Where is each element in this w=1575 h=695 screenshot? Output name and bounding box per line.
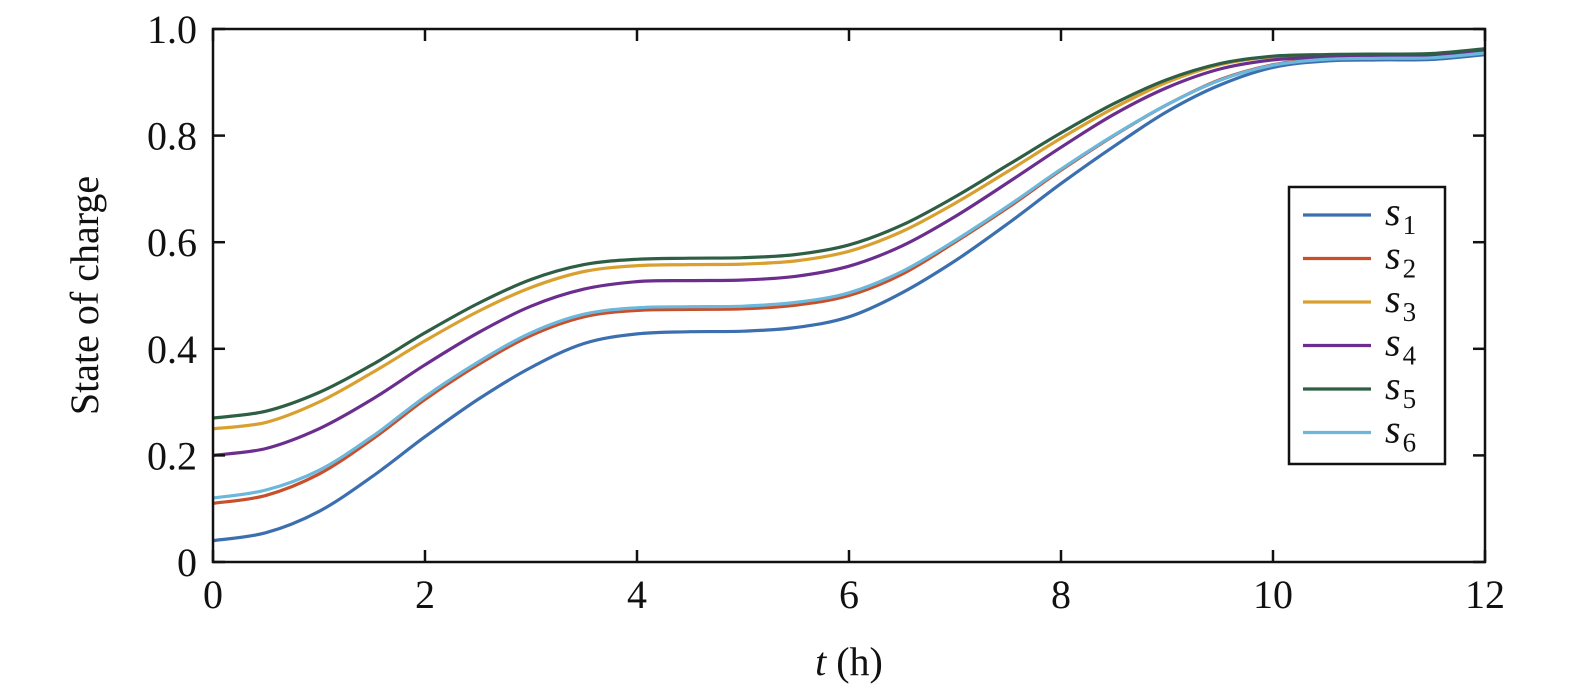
ticks-layer [211,27,1487,564]
series-line-s5 [212,47,1486,420]
legend-label: s5 [1385,363,1416,414]
series-layer [212,47,1486,543]
y-axis-label: State of charge [62,176,107,415]
legend-label: s2 [1385,233,1416,284]
series-line-s6 [212,51,1486,500]
y-tick-label: 0.2 [147,433,197,478]
legend-item-s1: s1 [1303,189,1416,240]
legend-item-s5: s5 [1303,363,1416,414]
y-tick-label: 0.6 [147,220,197,265]
x-tick-label: 0 [203,572,223,617]
legend-item-s4: s4 [1303,320,1417,371]
x-axis-unit: (h) [826,639,883,684]
series-line-s1 [212,53,1486,543]
y-tick-label: 1.0 [147,7,197,52]
x-tick-label: 10 [1253,572,1293,617]
legend-item-s2: s2 [1303,233,1416,284]
x-axis-label: t (h) [815,639,883,684]
y-tick-label: 0 [177,540,197,585]
legend-label: s3 [1385,276,1416,327]
x-tick-label: 2 [415,572,435,617]
y-tick-label: 0.8 [147,114,197,159]
legend-item-s6: s6 [1303,407,1416,458]
x-tick-label: 12 [1465,572,1505,617]
legend-label: s1 [1385,189,1416,240]
series-line-s4 [212,49,1486,457]
x-tick-label: 6 [839,572,859,617]
y-tick-label: 0.4 [147,327,197,372]
legend-label: s6 [1385,407,1416,458]
legend-box [1287,185,1447,466]
tick-labels: 0 2 4 6 8 10 12 0 0.2 0.4 0.6 0.8 1.0 [147,7,1505,617]
legend-label: s4 [1385,320,1417,371]
x-tick-label: 4 [627,572,647,617]
legend-item-s3: s3 [1303,276,1416,327]
x-axis-variable: t [815,639,827,684]
x-tick-label: 8 [1051,572,1071,617]
